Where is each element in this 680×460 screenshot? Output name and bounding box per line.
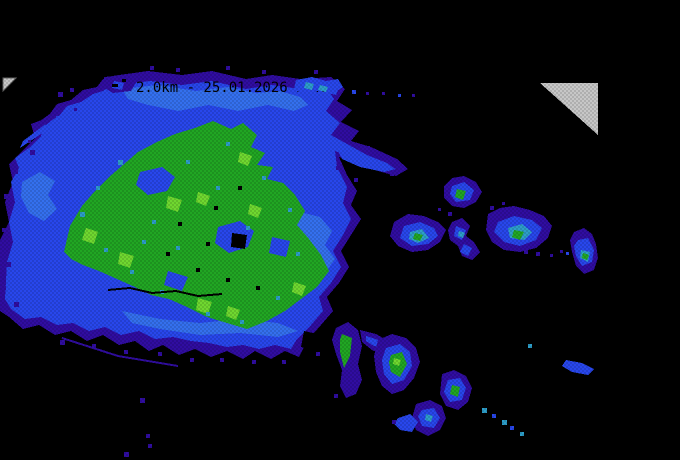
precip-speckle-indigo xyxy=(6,262,11,267)
precip-speckle-indigo xyxy=(438,208,441,211)
precip-speckle-indigo xyxy=(448,212,452,216)
precip-speckle-indigo xyxy=(366,146,370,150)
precip-speckle-indigo xyxy=(60,340,65,345)
precip-speckle-indigo xyxy=(536,252,540,256)
precip-speckle-indigo xyxy=(314,70,318,74)
precip-speckle-indigo xyxy=(226,66,230,70)
precip-cell-black xyxy=(122,79,126,82)
precip-speckle-teal xyxy=(226,142,230,146)
precip-speckle-black xyxy=(238,186,242,190)
precip-speckle-indigo xyxy=(146,434,150,438)
precip-speckle-teal xyxy=(142,240,146,244)
precip-speckle-indigo xyxy=(176,68,180,72)
precip-speckle-indigo xyxy=(392,420,396,424)
precip-speckle-indigo xyxy=(316,352,320,356)
precip-speckle-indigo xyxy=(148,444,152,448)
precip-speckle-indigo xyxy=(412,94,415,97)
precip-speckle-indigo xyxy=(190,358,194,362)
precip-speckle-indigo xyxy=(2,228,6,232)
precip-speckle-indigo xyxy=(252,360,256,364)
precip-speckle-indigo xyxy=(502,202,505,205)
precip-speckle-indigo xyxy=(490,206,494,210)
precip-speckle-teal xyxy=(130,270,134,274)
precip-speckle-black xyxy=(178,222,182,226)
precip-speckle-teal xyxy=(520,432,524,436)
precip-cell-black xyxy=(231,233,247,249)
precip-speckle-indigo xyxy=(334,394,338,398)
precip-speckle-indigo xyxy=(14,302,19,307)
precip-speckle-teal xyxy=(104,248,108,252)
precip-speckle-indigo xyxy=(262,70,266,74)
precip-speckle-indigo xyxy=(282,360,286,364)
precip-speckle-indigo xyxy=(14,170,18,174)
precip-speckle-teal xyxy=(276,296,280,300)
precip-speckle-indigo xyxy=(2,286,6,290)
precip-speckle-teal xyxy=(240,320,244,324)
precip-speckle-indigo xyxy=(550,254,553,257)
precip-speckle-blue xyxy=(56,116,59,119)
precip-speckle-blue xyxy=(566,252,569,255)
precip-speckle-indigo xyxy=(4,194,9,199)
precip-speckle-black xyxy=(166,252,170,256)
precip-speckle-teal xyxy=(296,252,300,256)
precip-cell-black xyxy=(112,84,118,87)
precip-speckle-teal xyxy=(246,226,250,230)
precip-speckle-teal xyxy=(288,208,292,212)
precip-speckle-indigo xyxy=(124,350,128,354)
precip-speckle-indigo xyxy=(366,92,369,95)
precip-speckle-indigo xyxy=(124,452,129,457)
precip-speckle-blue xyxy=(352,90,356,94)
precip-speckle-indigo xyxy=(150,66,154,70)
precip-speckle-teal xyxy=(176,246,180,250)
precip-speckle-indigo xyxy=(560,250,563,253)
precip-speckle-blue xyxy=(510,426,514,430)
precip-speckle-teal xyxy=(528,344,532,348)
precip-speckle-teal xyxy=(216,186,220,190)
precip-speckle-blue xyxy=(398,94,401,97)
precip-speckle-indigo xyxy=(382,92,385,95)
precip-speckle-black xyxy=(214,206,218,210)
precip-speckle-teal xyxy=(118,160,123,165)
precip-speckle-indigo xyxy=(70,88,74,92)
precip-speckle-black xyxy=(206,242,210,246)
precip-speckle-black xyxy=(256,286,260,290)
precip-speckle-indigo xyxy=(58,92,63,97)
precip-speckle-teal xyxy=(80,212,85,217)
precip-speckle-indigo xyxy=(390,172,394,176)
precip-speckle-blue xyxy=(86,100,89,103)
precip-speckle-indigo xyxy=(30,150,35,155)
precip-speckle-teal xyxy=(502,420,507,425)
precip-speckle-black xyxy=(226,278,230,282)
precip-speckle-teal xyxy=(482,408,487,413)
precip-speckle-teal xyxy=(262,176,266,180)
precip-speckle-teal xyxy=(206,312,210,316)
precip-speckle-indigo xyxy=(336,166,340,170)
precip-speckle-indigo xyxy=(140,398,145,403)
precip-speckle-teal xyxy=(96,186,100,190)
precip-speckle-blue xyxy=(492,414,496,418)
precip-speckle-indigo xyxy=(34,318,38,322)
precip-speckle-indigo xyxy=(354,178,358,182)
precip-speckle-blue xyxy=(34,132,37,135)
precip-speckle-indigo xyxy=(220,358,224,362)
precip-speckle-indigo xyxy=(158,352,162,356)
precip-speckle-teal xyxy=(186,160,190,164)
precip-speckle-indigo xyxy=(28,140,31,143)
precip-speckle-black xyxy=(196,268,200,272)
precip-speckle-indigo xyxy=(524,250,528,254)
precip-speckle-indigo xyxy=(74,108,77,111)
precip-speckle-teal xyxy=(152,220,156,224)
